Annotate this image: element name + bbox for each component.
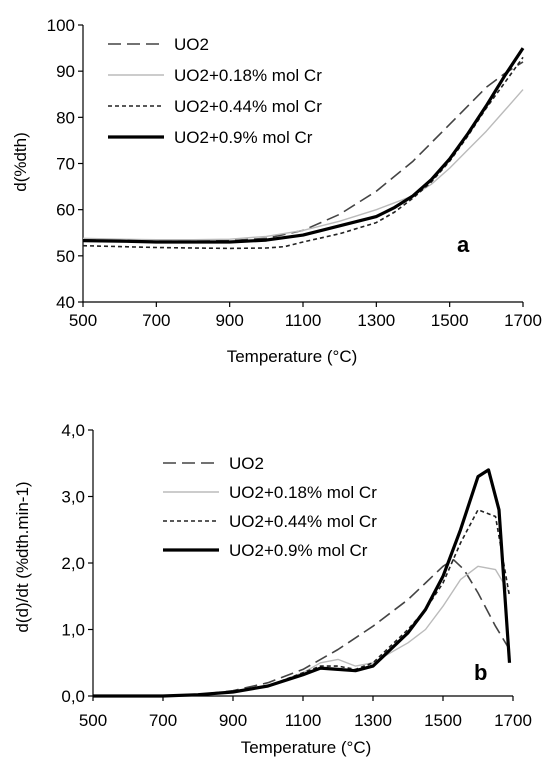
- panel-b-x-tick-label: 1700: [494, 711, 532, 730]
- panel-a-chart: 40 50 60 70 80 90 100 500 700 900 1100 1300 1500 1700…: [11, 16, 542, 366]
- panel-b-y-tick-label: 2,0: [61, 554, 85, 573]
- panel-b-y-tick-label: 3,0: [61, 488, 85, 507]
- panel-a-x-tick-label: 500: [69, 311, 97, 330]
- panel-a-legend: UO2 UO2+0.18% mol Cr UO2+0.44% mol Cr UO2+0…: [108, 35, 322, 147]
- panel-a-series-line-3: [82, 56, 524, 250]
- panel-b-x-tick-label: 900: [219, 711, 247, 730]
- panel-a-series-line-4: [82, 47, 525, 244]
- panel-b-legend-label-4: UO2+0.9% mol Cr: [229, 541, 368, 560]
- panel-a-y-tick-label: 50: [56, 247, 75, 266]
- panel-b-x-tick-label: 500: [79, 711, 107, 730]
- panel-a-x-tick-label: 1500: [431, 311, 469, 330]
- panel-b-label: b: [474, 660, 487, 685]
- panel-a-x-axis-title: Temperature (°C): [227, 347, 358, 366]
- panel-a-x-tick-label: 700: [142, 311, 170, 330]
- panel-b-axes: 0,0 1,0 2,0 3,0 4,0 500 700 900 1100 1300 1500 1700: [61, 421, 532, 730]
- panel-b-legend-label-3: UO2+0.44% mol Cr: [229, 512, 377, 531]
- panel-a-x-tick-label: 1100: [285, 311, 322, 330]
- panel-a-legend-label-3: UO2+0.44% mol Cr: [174, 97, 322, 116]
- panel-b-y-axis-title: d(d)/dt (%dth.min-1): [13, 481, 32, 632]
- panel-b-legend: UO2 UO2+0.18% mol Cr UO2+0.44% mol Cr UO2+0…: [163, 454, 377, 560]
- panel-b-y-tick-label: 4,0: [61, 421, 85, 440]
- panel-a-series: [82, 47, 525, 250]
- panel-a-y-tick-label: 90: [56, 62, 75, 81]
- panel-a-legend-label-1: UO2: [174, 35, 209, 54]
- panel-a-x-tick-label: 1300: [357, 311, 395, 330]
- panel-b-x-tick-label: 1500: [424, 711, 462, 730]
- panel-b-x-tick-label: 1300: [354, 711, 392, 730]
- panel-b-legend-label-1: UO2: [229, 454, 264, 473]
- panel-b-series: [93, 468, 512, 698]
- panel-b-y-tick-label: 0,0: [61, 687, 85, 706]
- panel-a-y-axis-title: d(%dth): [11, 132, 30, 192]
- panel-a-y-tick-label: 40: [56, 293, 75, 312]
- panel-a-y-tick-label: 60: [56, 201, 75, 220]
- panel-b-x-tick-label: 700: [149, 711, 177, 730]
- panel-b-series-line-3: [93, 508, 511, 697]
- panel-b-legend-label-2: UO2+0.18% mol Cr: [229, 483, 377, 502]
- panel-a-series-line-2: [82, 89, 524, 241]
- panel-a-label: a: [457, 232, 470, 257]
- panel-a-y-tick-label: 70: [56, 155, 75, 174]
- panel-a-legend-label-2: UO2+0.18% mol Cr: [174, 66, 322, 85]
- panel-a-axes: 40 50 60 70 80 90 100 500 700 900 1100 1300 1500 1700: [47, 16, 542, 330]
- panel-a-legend-label-4: UO2+0.9% mol Cr: [174, 128, 313, 147]
- panel-b-y-tick-label: 1,0: [61, 621, 85, 640]
- panel-b-x-tick-label: 1100: [285, 711, 322, 730]
- panel-a-x-tick-label: 900: [215, 311, 243, 330]
- panel-b-chart: 0,0 1,0 2,0 3,0 4,0 500 700 900 1100 1300 1500 1700…: [13, 421, 532, 757]
- panel-b-series-line-4: [93, 468, 512, 698]
- panel-a-y-tick-label: 100: [47, 16, 75, 35]
- panel-a-x-tick-label: 1700: [504, 311, 542, 330]
- panel-b-x-axis-title: Temperature (°C): [241, 738, 372, 757]
- panel-a-y-tick-label: 80: [56, 108, 75, 127]
